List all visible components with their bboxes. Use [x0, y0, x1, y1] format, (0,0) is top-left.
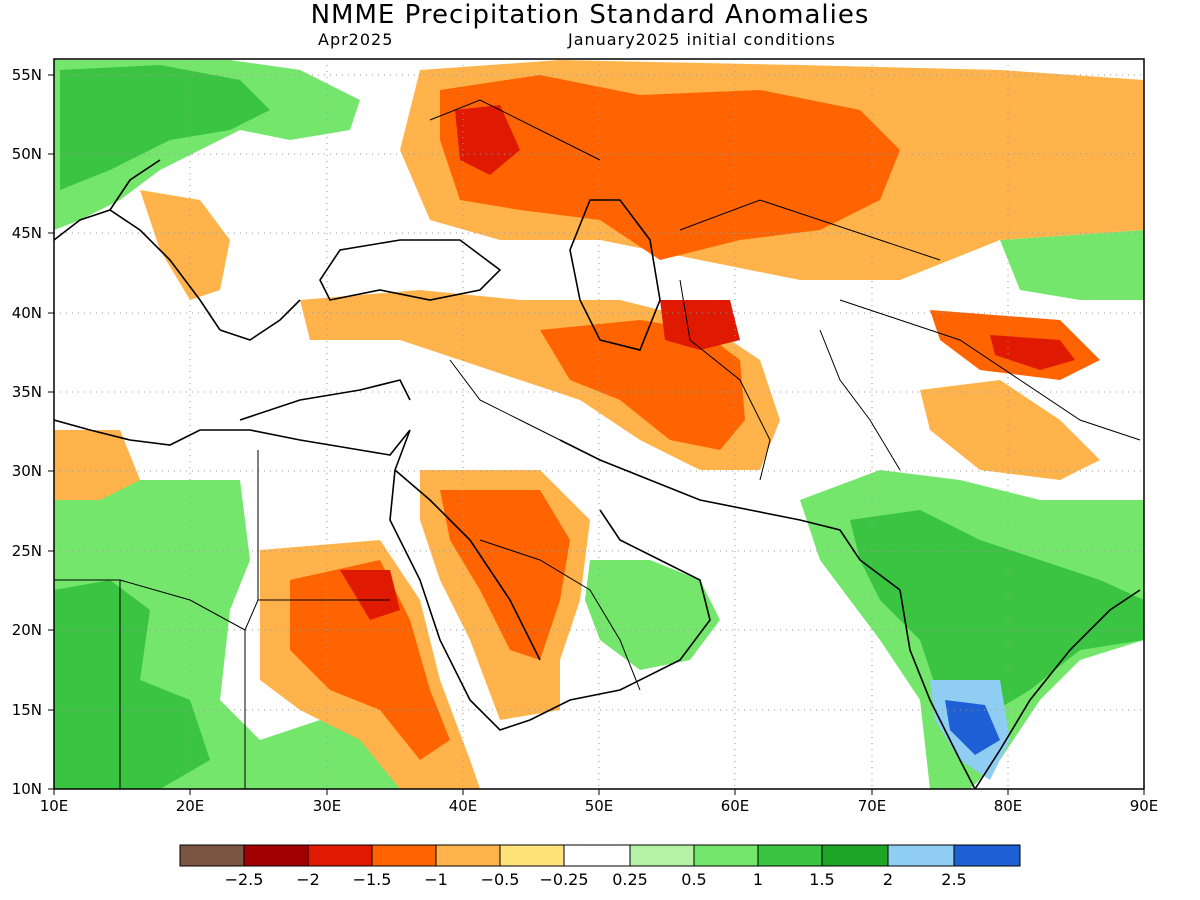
colorbar-swatch	[435, 844, 501, 867]
anomaly-fields	[54, 60, 1144, 789]
lon-label: 80E	[993, 797, 1023, 815]
wet-region-india-core	[850, 510, 1144, 720]
dry-region-arabia-core	[440, 490, 570, 660]
colorbar-swatch	[307, 844, 373, 867]
lat-label: 35N	[11, 383, 42, 401]
wet-region-africa-core	[54, 580, 210, 789]
colorbar-label: −0.25	[539, 870, 589, 889]
colorbar	[179, 844, 1021, 867]
colorbar-swatch	[179, 844, 245, 867]
lon-label: 30E	[312, 797, 342, 815]
dry-region-russia-core	[440, 75, 900, 260]
dry-region-sudan-core	[290, 560, 450, 760]
lat-label: 25N	[11, 542, 42, 560]
colorbar-swatch	[371, 844, 437, 867]
lon-label: 10E	[39, 797, 69, 815]
wet-region-europe-core	[60, 65, 270, 190]
colorbar-label: −1.5	[352, 870, 392, 889]
lat-label: 45N	[11, 224, 42, 242]
colorbar-label: −2	[296, 870, 320, 889]
colorbar-swatch	[243, 844, 309, 867]
colorbar-label: 1	[752, 870, 764, 889]
dry-region-tarim-deep	[990, 335, 1075, 370]
init-conditions-label: January2025 initial conditions	[568, 30, 836, 49]
colorbar-swatch	[629, 844, 695, 867]
borders	[54, 99, 1141, 789]
lon-label: 60E	[720, 797, 750, 815]
dry-region-pakistan	[920, 380, 1100, 480]
colorbar-label: 0.25	[612, 870, 648, 889]
colorbar-label: 2.5	[941, 870, 967, 889]
colorbar-label: 2	[882, 870, 894, 889]
lon-label: 50E	[584, 797, 614, 815]
colorbar-label: −1	[424, 870, 448, 889]
lon-label: 40E	[448, 797, 478, 815]
lat-label: 20N	[11, 621, 42, 639]
colorbar-swatch	[693, 844, 759, 867]
lat-label: 30N	[11, 462, 42, 480]
lon-label: 70E	[857, 797, 887, 815]
colorbar-swatch	[563, 844, 631, 867]
target-month-label: Apr2025	[318, 30, 394, 49]
lat-label: 10N	[11, 780, 42, 798]
colorbar-swatch	[887, 844, 955, 867]
dry-region-sudan-deep	[340, 570, 400, 620]
coastlines	[54, 159, 1141, 789]
colorbar-swatch	[821, 844, 889, 867]
colorbar-label: −0.5	[480, 870, 520, 889]
lat-ticks	[48, 74, 54, 790]
lon-label: 90E	[1129, 797, 1159, 815]
wet-region-arabia-east	[585, 560, 720, 670]
wet-region-india-deep	[945, 700, 1000, 755]
lat-label: 50N	[11, 145, 42, 163]
lon-label: 20E	[175, 797, 205, 815]
colorbar-label: 1.5	[809, 870, 835, 889]
colorbar-swatch	[953, 844, 1021, 867]
lat-label: 55N	[11, 66, 42, 84]
dry-region-russia-deep	[455, 105, 520, 175]
lat-label: 40N	[11, 304, 42, 322]
chart-title: NMME Precipitation Standard Anomalies	[310, 0, 870, 30]
colorbar-label: 0.5	[681, 870, 707, 889]
dry-region-libya	[54, 430, 140, 500]
dry-region-iran-core	[540, 320, 745, 450]
wet-region-tibet	[1000, 230, 1144, 300]
lon-ticks	[53, 789, 1145, 795]
lat-label: 15N	[11, 701, 42, 719]
colorbar-label: −2.5	[224, 870, 264, 889]
colorbar-swatch	[499, 844, 565, 867]
dry-region-balkans	[140, 190, 230, 300]
colorbar-swatch	[757, 844, 823, 867]
